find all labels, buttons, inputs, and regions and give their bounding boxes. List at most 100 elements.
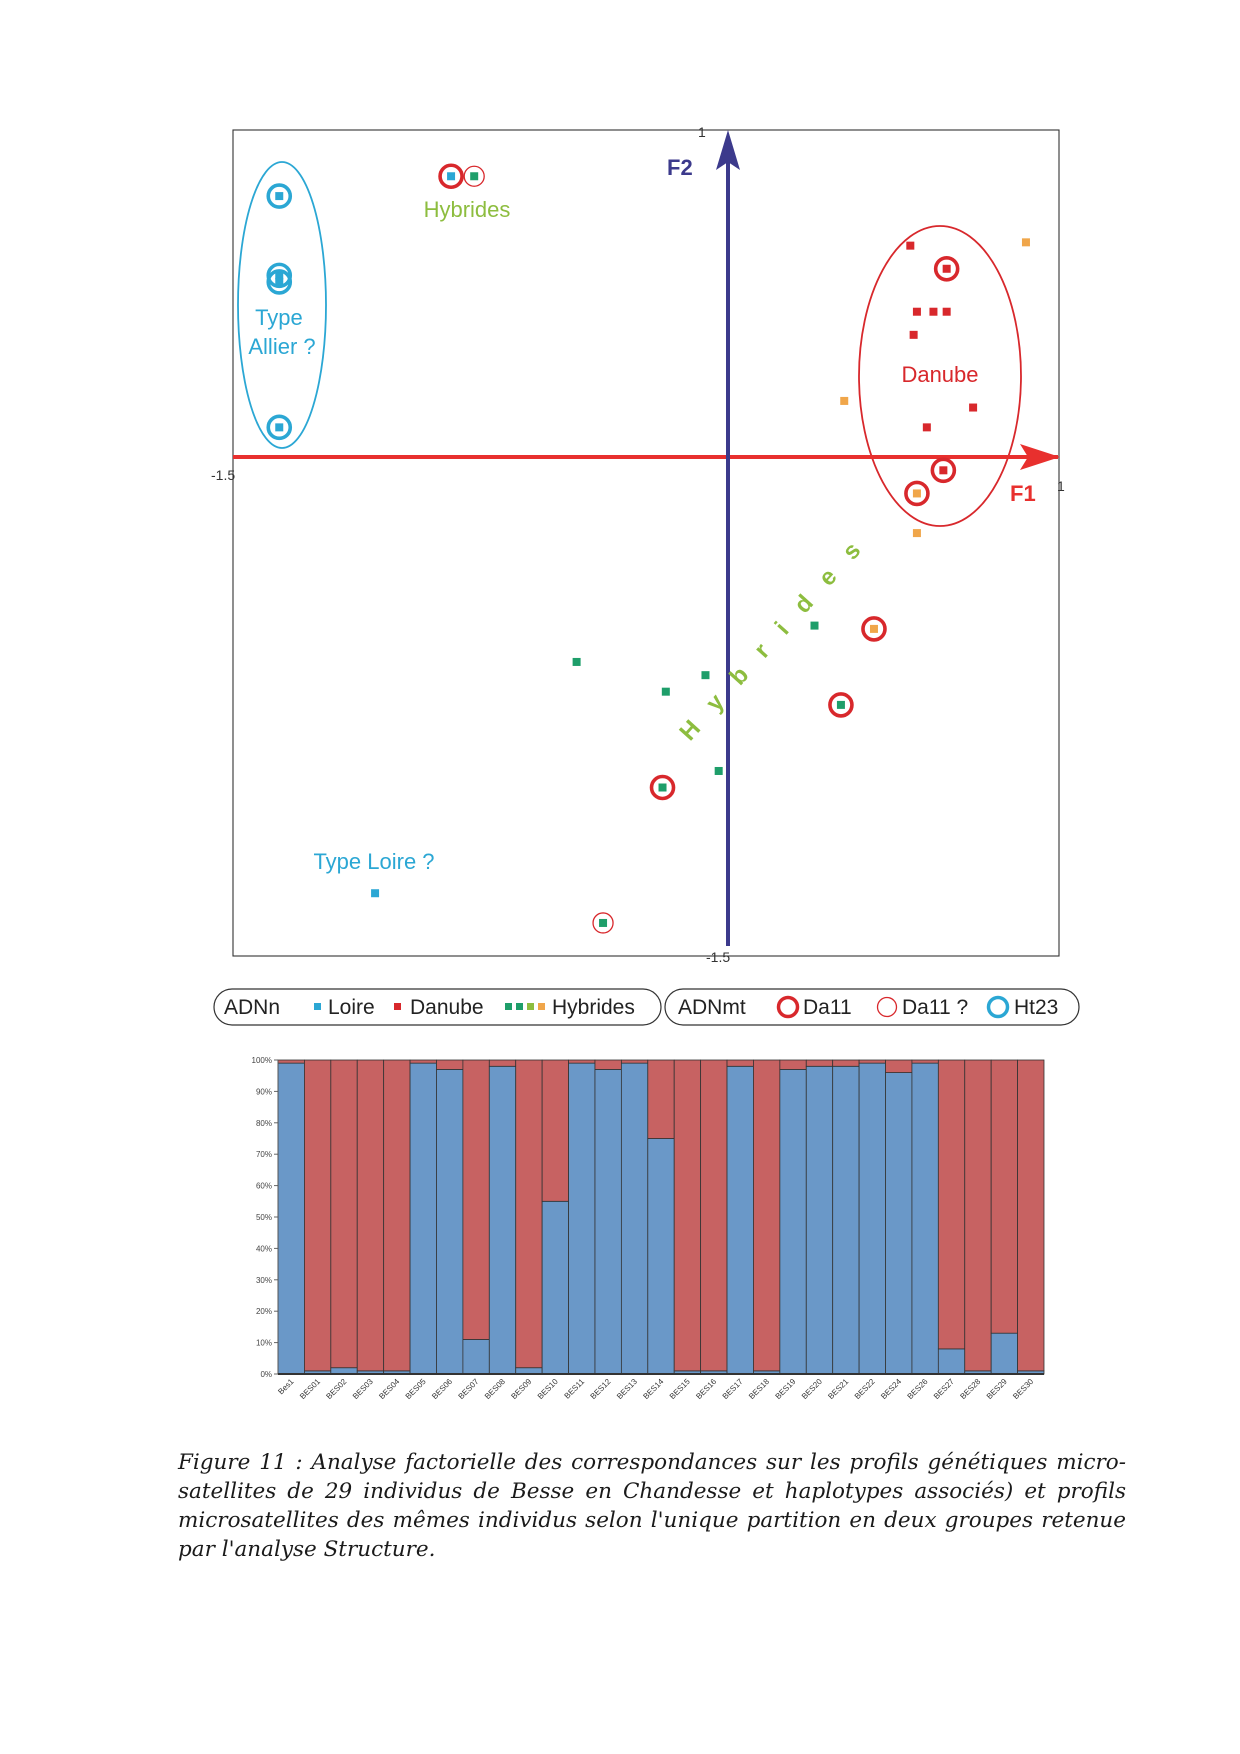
point-marker: [1021, 238, 1030, 247]
bar-segment-red: [356, 1059, 385, 1372]
da11-ring: [933, 255, 960, 282]
x-tick-label: BES18: [747, 1377, 771, 1401]
legend-da11q-icon: [876, 996, 898, 1018]
bar-segment-red: [541, 1059, 569, 1202]
bar-segment-blue: [488, 1065, 517, 1375]
point-marker: [714, 766, 723, 775]
x-tick-label: BES14: [641, 1377, 665, 1401]
bar-segment-red: [462, 1059, 490, 1340]
x-tick-label: BES15: [668, 1377, 692, 1401]
scatter-point: [912, 307, 921, 316]
scatter-point: [371, 889, 380, 898]
point-marker: [939, 466, 948, 475]
legend-loire-label: Loire: [328, 996, 375, 1019]
y-tick-label: 40%: [256, 1244, 272, 1253]
legend-danube-swatch: [394, 1003, 401, 1010]
y-tick-label: 70%: [256, 1150, 272, 1159]
point-marker: [942, 307, 951, 316]
legend-da11q-label: Da11 ?: [902, 996, 968, 1019]
bar-segment-blue: [594, 1069, 622, 1375]
bar-segment-red: [647, 1059, 675, 1139]
x-tick-label: BES28: [958, 1377, 982, 1401]
scatter-point: [714, 766, 723, 775]
bar-segment-blue: [541, 1200, 569, 1375]
x-tick-label: BES22: [853, 1377, 877, 1401]
legend-hybrids-label: Hybrides: [552, 996, 635, 1019]
bar-segment-blue: [805, 1065, 834, 1375]
x-tick-label: BES09: [509, 1377, 533, 1401]
bar-segment-red: [964, 1059, 992, 1372]
y-tick-label: 80%: [256, 1119, 272, 1128]
x-tick-label: BES04: [377, 1377, 401, 1401]
y-tick-label: 90%: [256, 1087, 272, 1096]
x-tick-label: BES26: [906, 1377, 930, 1401]
group-label-loire: Type Loire ?: [313, 849, 434, 874]
x-tick-label: BES29: [985, 1377, 1009, 1401]
bar-segment-red: [937, 1059, 966, 1350]
group-label-allier: Type Allier ?: [248, 305, 315, 359]
bar-segment-blue: [568, 1062, 596, 1375]
bar-segment-red: [700, 1059, 728, 1372]
point-marker: [572, 657, 581, 666]
bar-segment-blue: [832, 1065, 860, 1375]
bar-segment-blue: [409, 1062, 437, 1375]
y-tick-label: 50%: [256, 1213, 272, 1222]
legend-mito-title: ADNmt: [678, 996, 746, 1019]
x-tick-label: BES21: [826, 1377, 850, 1401]
scatter-point: [933, 255, 960, 282]
da11-ring: [438, 163, 464, 190]
da11q-ring: [463, 165, 485, 187]
bar-segment-red: [673, 1059, 702, 1372]
x-tick-label: BES07: [457, 1377, 481, 1401]
y-tick-label: 30%: [256, 1276, 272, 1285]
legend-hybrid-swatch-3: [527, 1003, 534, 1010]
legend-da11-icon: [776, 995, 800, 1019]
scatter-point: [930, 457, 957, 484]
group-ellipse-allier: [237, 161, 327, 449]
x-tick-label: BES06: [430, 1377, 454, 1401]
bar-segment-red: [753, 1059, 781, 1372]
scatter-point: [929, 307, 938, 316]
scatter-point: [1021, 238, 1030, 247]
bar-segment-red: [620, 1059, 649, 1064]
x-tick-label: BES24: [879, 1377, 903, 1401]
scatter-point: [912, 529, 921, 538]
bar-segment-red: [911, 1059, 939, 1064]
legend-hybrid-swatch-4: [538, 1003, 545, 1010]
x-tick-label: BES13: [615, 1377, 639, 1401]
x-min-label: -1.5: [211, 467, 235, 483]
f2-axis-label: F2: [667, 155, 693, 180]
point-marker: [909, 330, 918, 339]
scatter-point: [969, 403, 978, 412]
x-tick-label: BES05: [404, 1377, 428, 1401]
scatter-point: [463, 165, 485, 187]
bar-segment-blue: [911, 1062, 939, 1375]
scatter-point: [572, 657, 581, 666]
x-tick-label: BES02: [324, 1377, 348, 1401]
legend-mito-box: [664, 988, 1080, 1026]
bar-segment-red: [885, 1059, 913, 1073]
point-marker: [701, 671, 710, 680]
x-tick-label: Bes1: [276, 1377, 296, 1397]
x-tick-label: BES03: [351, 1377, 375, 1401]
y-tick-label: 20%: [256, 1307, 272, 1316]
group-label-hybrides-top: Hybrides: [424, 197, 511, 222]
x-tick-label: BES19: [774, 1377, 798, 1401]
legend: ADNn Loire Danube Hybrides ADNmt Da11 Da…: [213, 988, 1080, 1026]
point-marker: [275, 271, 284, 280]
bar-segment-red: [515, 1059, 543, 1369]
ht23-ring: [266, 262, 293, 289]
bar-segment-blue: [277, 1062, 305, 1375]
legend-ht23-label: Ht23: [1014, 996, 1058, 1019]
bar-segment-blue: [462, 1339, 490, 1375]
legend-nuclear-title: ADNn: [224, 996, 280, 1019]
scatter-point: [909, 330, 918, 339]
x-tick-label: BES27: [932, 1377, 956, 1401]
scatter-point: [266, 183, 293, 209]
point-marker: [810, 621, 819, 630]
legend-danube-label: Danube: [410, 996, 484, 1019]
figure-caption: Figure 11 : Analyse factorielle des corr…: [178, 1450, 1126, 1562]
point-marker: [912, 529, 921, 538]
group-ellipse-danube: [858, 225, 1022, 527]
